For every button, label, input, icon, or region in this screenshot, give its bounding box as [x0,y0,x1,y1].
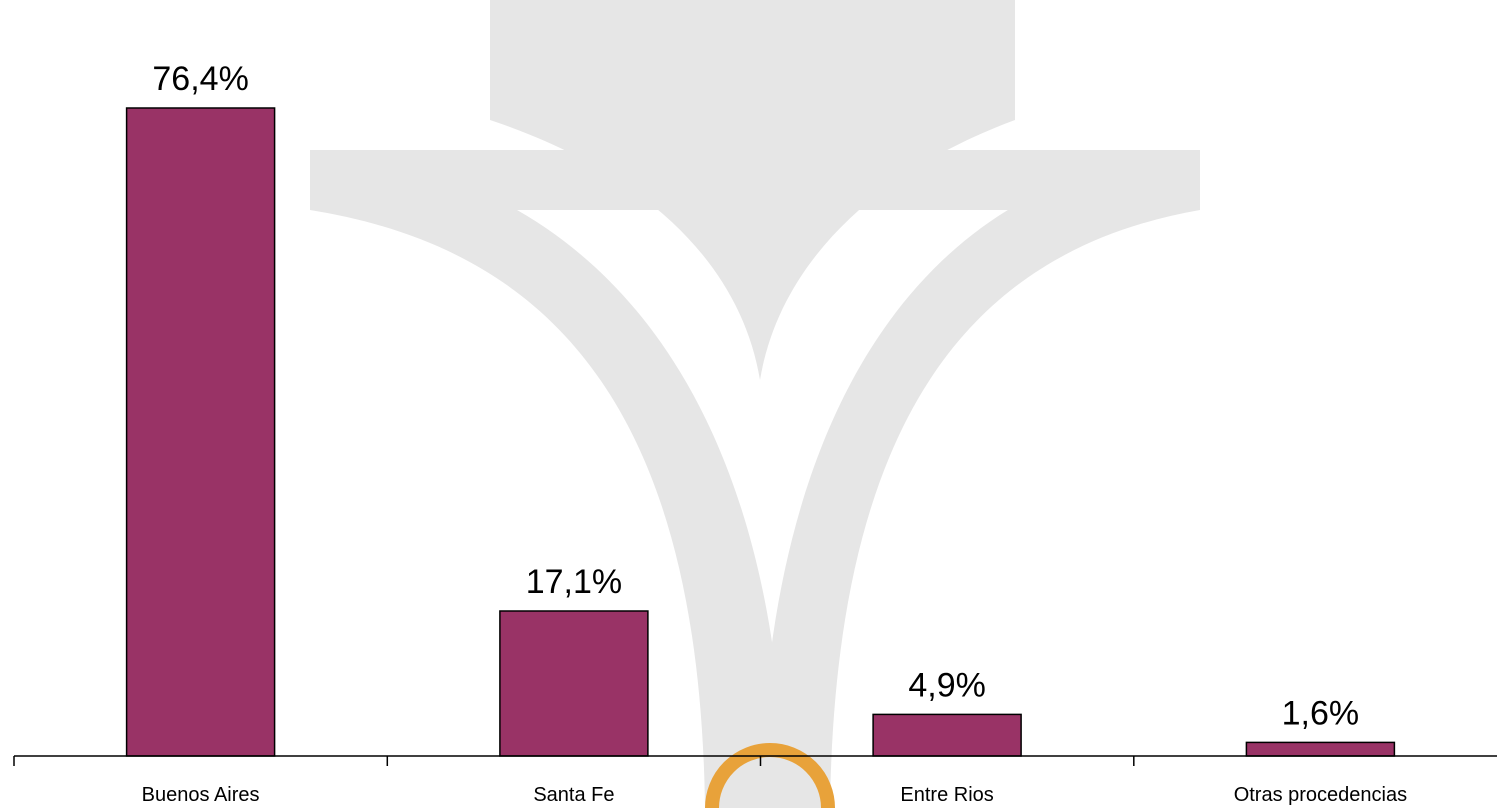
watermark-left-arc [310,150,785,808]
category-label-0: Buenos Aires [142,784,260,806]
data-label-2: 4,9% [908,666,986,704]
emblem-partial [705,743,835,808]
category-label-3: Otras procedencias [1234,784,1407,806]
tree-logo-watermark [310,0,1200,808]
data-label-3: 1,6% [1282,694,1360,732]
bar-2 [872,713,1022,757]
watermark-right-arc [760,150,1200,808]
bar-1 [499,610,649,757]
x-ticks-group [13,756,1135,766]
bar-0 [125,107,276,757]
data-label-1: 17,1% [526,563,622,601]
data-label-0: 76,4% [152,60,248,98]
data-labels-group: 76,4% 17,1% 4,9% 1,6% [152,60,1359,732]
category-labels-group: Buenos Aires Santa Fe Entre Rios Otras proc… [142,784,1407,806]
bar-3 [1245,741,1396,757]
category-label-2: Entre Rios [900,784,993,806]
watermark-top-arch [490,0,1015,380]
bars-group [125,107,1396,757]
category-label-1: Santa Fe [533,784,614,806]
